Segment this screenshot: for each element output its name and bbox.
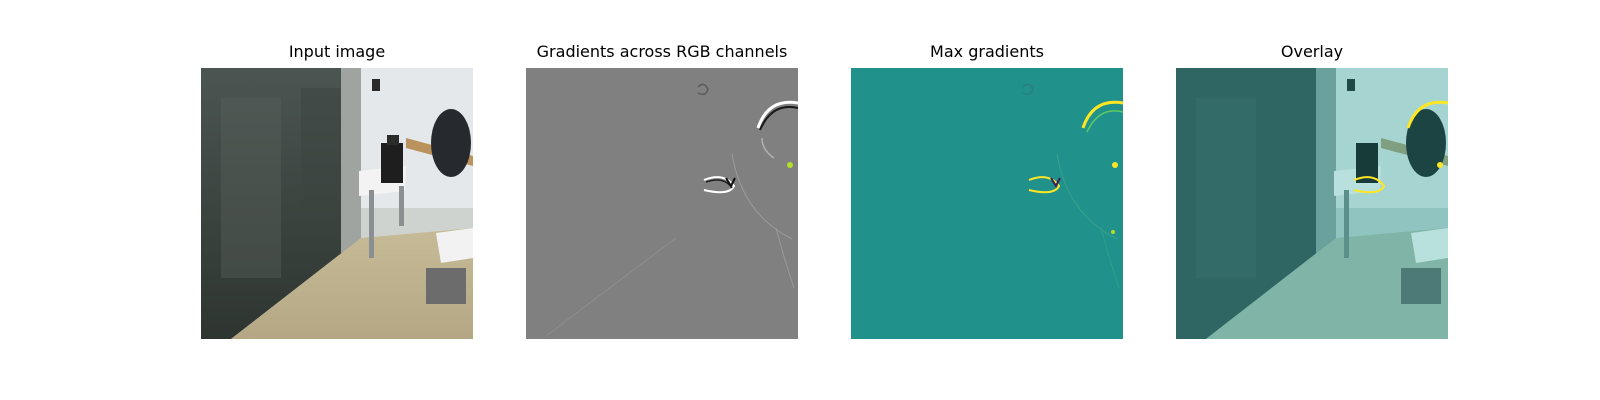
panel-title: Input image xyxy=(288,42,386,61)
gradients-rgb-image xyxy=(526,68,798,339)
max-gradients-image xyxy=(851,68,1123,339)
panel-title: Max gradients xyxy=(930,42,1044,61)
panel-title: Gradients across RGB channels xyxy=(536,42,788,61)
panel-title: Overlay xyxy=(1280,42,1344,61)
input-image xyxy=(201,68,473,339)
overlay-image xyxy=(1176,68,1448,339)
